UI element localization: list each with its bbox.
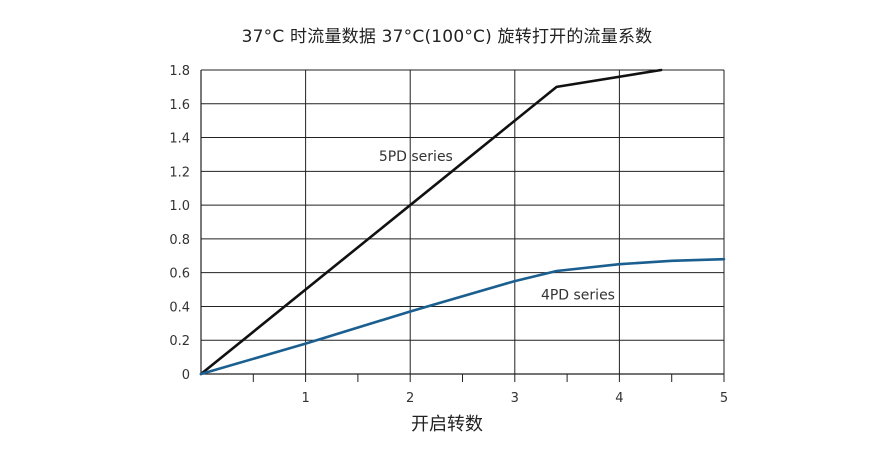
x-tick-label: 1 xyxy=(301,391,309,406)
series-label-0: 5PD series xyxy=(379,149,453,165)
y-tick-label: 0 xyxy=(182,368,190,383)
y-tick-label: 1.2 xyxy=(169,165,190,180)
x-axis-label: 开启转数 xyxy=(411,414,483,435)
x-tick-label: 2 xyxy=(406,391,414,406)
x-tick-label: 3 xyxy=(511,391,519,406)
grid xyxy=(201,69,725,374)
y-tick-label: 0.2 xyxy=(169,334,190,349)
y-tick-label: 1.0 xyxy=(169,199,190,214)
series-lines xyxy=(199,68,726,376)
series-labels: 5PD series 4PD series xyxy=(379,149,615,303)
y-tick-labels: 0 0.2 0.4 0.6 0.8 1.0 1.2 1.4 1.6 1.8 xyxy=(169,64,190,383)
chart-title: 37°C 时流量数据 37°C(100°C) 旋转打开的流量系数 xyxy=(241,27,653,47)
series-label-1: 4PD series xyxy=(541,288,615,304)
y-tick-label: 0.6 xyxy=(169,267,190,282)
y-tick-label: 0.8 xyxy=(169,233,190,248)
y-tick-label: 0.4 xyxy=(169,300,190,315)
x-tick-label: 5 xyxy=(720,391,728,406)
y-tick-label: 1.8 xyxy=(169,64,190,79)
x-tick-label: 4 xyxy=(615,391,623,406)
series-line-1 xyxy=(199,257,726,376)
y-tick-label: 1.6 xyxy=(169,98,190,113)
x-tick-labels: 1 2 3 4 5 xyxy=(301,391,728,406)
axes xyxy=(200,70,725,382)
series-line-0 xyxy=(199,68,663,376)
y-tick-label: 1.4 xyxy=(169,132,190,147)
